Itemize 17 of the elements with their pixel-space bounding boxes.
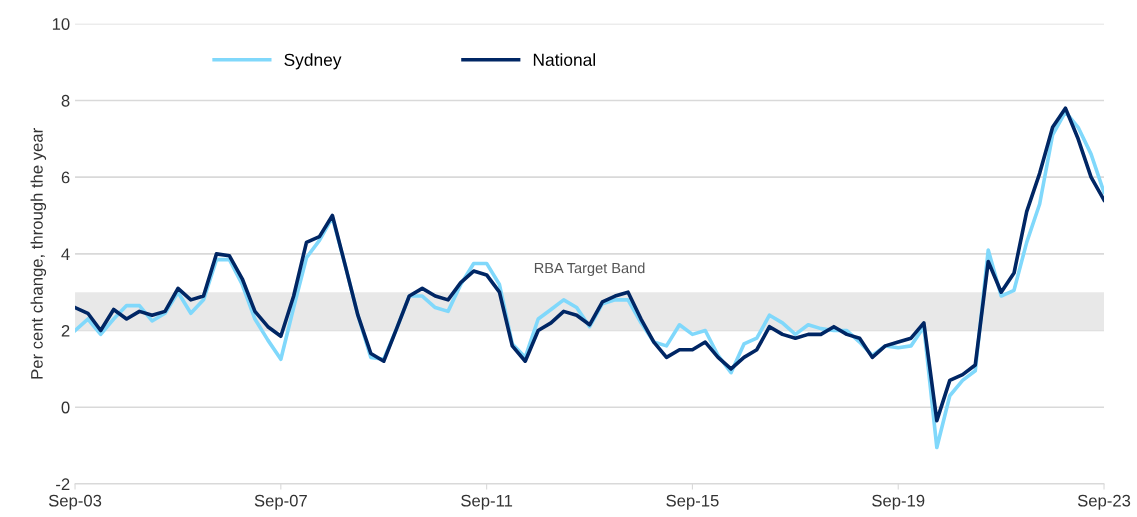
y-tick-label: 10 xyxy=(52,18,70,30)
x-tick-label: Sep-07 xyxy=(254,494,307,510)
y-tick-label: 8 xyxy=(61,94,70,107)
y-tick-label: 0 xyxy=(61,401,70,414)
band-label: RBA Target Band xyxy=(534,262,645,277)
y-tick-label: 4 xyxy=(61,248,70,260)
y-tick-label: 6 xyxy=(61,171,70,184)
legend-label: National xyxy=(533,53,595,66)
legend-label: Sydney xyxy=(284,53,342,70)
x-tick-label: Sep-19 xyxy=(872,494,925,510)
x-tick-label: Sep-15 xyxy=(666,494,719,510)
x-tick-label: Sep-23 xyxy=(1077,494,1131,510)
x-tick-label: Sep-11 xyxy=(461,494,513,510)
x-tick-label: Sep-03 xyxy=(48,494,102,510)
y-tick-label: 2 xyxy=(61,324,70,337)
y-tick-label: -2 xyxy=(56,478,70,490)
y-axis-title: Per cent change, through the year xyxy=(30,128,47,379)
